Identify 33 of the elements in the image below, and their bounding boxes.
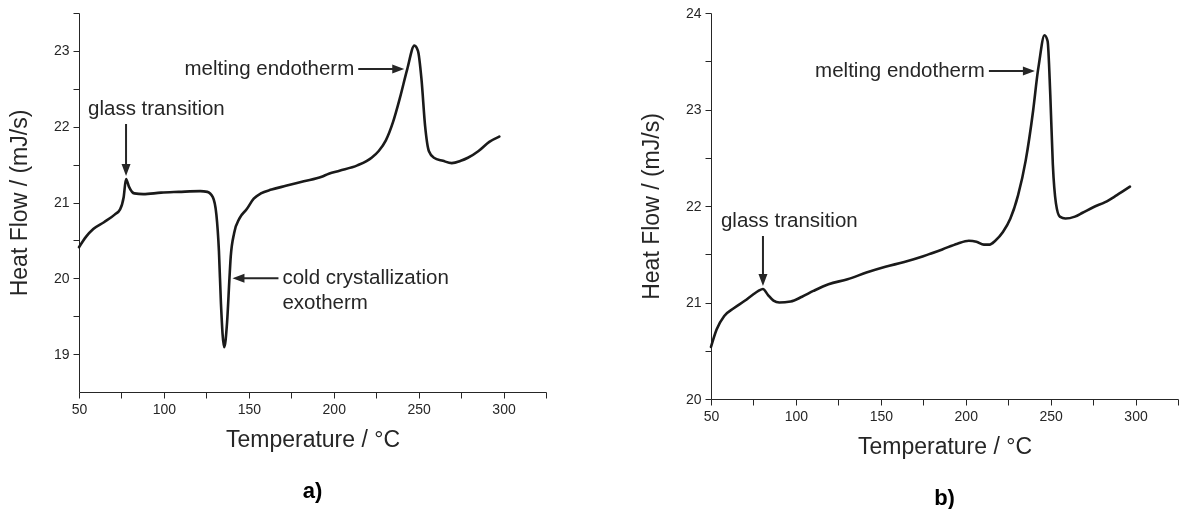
- y-tick-label: 22: [685, 197, 702, 214]
- y-tick-label: 21: [685, 294, 702, 310]
- x-tick-label: 300: [1124, 407, 1148, 424]
- y-tick-label: 22: [53, 118, 70, 135]
- x-tick-label: 200: [954, 407, 979, 424]
- annotation: glass transition: [88, 96, 225, 119]
- text: a): [302, 478, 323, 503]
- x-tick-label: 250: [407, 400, 432, 417]
- x-axis-title: Temperature / °C: [857, 432, 1033, 459]
- x-axis-title: Temperature / °C: [225, 425, 401, 452]
- x-tick-label: 200: [322, 400, 347, 417]
- y-tick-label: 20: [685, 390, 702, 407]
- x-tick-label: 50: [703, 407, 720, 424]
- y-axis-title: Heat Flow / (mJ/s): [5, 109, 32, 297]
- annotation: cold crystallization exotherm: [282, 265, 449, 314]
- x-tick-label: 50: [71, 400, 88, 417]
- x-tick-label: 150: [869, 407, 894, 424]
- x-tick-label: 150: [237, 400, 262, 417]
- y-tick-label: 21: [53, 194, 70, 210]
- annotation: melting endotherm: [815, 57, 985, 81]
- x-tick-label: 100: [784, 407, 809, 424]
- annotation: glass transition: [720, 207, 858, 231]
- y-tick-label: 23: [53, 42, 70, 59]
- text: b): [934, 485, 955, 510]
- x-tick-label: 250: [1039, 407, 1064, 424]
- x-tick-label: 100: [152, 400, 177, 417]
- y-tick-label: 24: [685, 4, 702, 21]
- y-tick-label: 23: [685, 101, 702, 117]
- y-tick-label: 19: [53, 345, 70, 362]
- annotation: melting endotherm: [184, 56, 355, 80]
- x-tick-label: 300: [492, 400, 516, 417]
- y-tick-label: 20: [53, 269, 70, 286]
- y-axis-title: Heat Flow / (mJ/s): [637, 113, 664, 300]
